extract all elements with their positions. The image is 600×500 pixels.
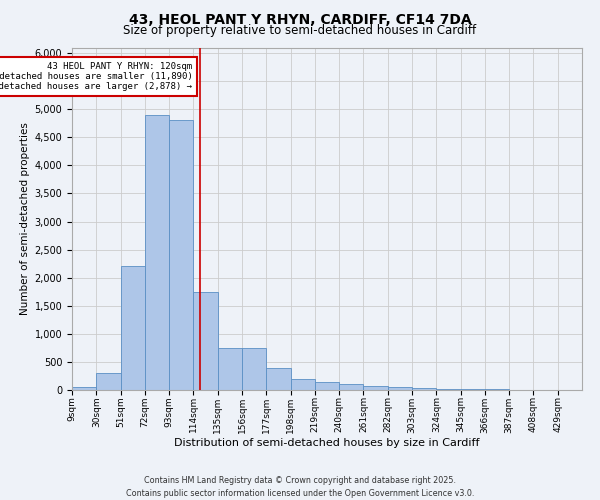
- Bar: [218, 348, 242, 390]
- Bar: [388, 387, 412, 390]
- Bar: [96, 372, 121, 390]
- Y-axis label: Number of semi-detached properties: Number of semi-detached properties: [20, 122, 30, 315]
- Bar: [145, 115, 169, 390]
- Text: 43 HEOL PANT Y RHYN: 120sqm
← 81% of semi-detached houses are smaller (11,890)
1: 43 HEOL PANT Y RHYN: 120sqm ← 81% of sem…: [0, 62, 192, 92]
- Bar: [266, 368, 290, 390]
- X-axis label: Distribution of semi-detached houses by size in Cardiff: Distribution of semi-detached houses by …: [174, 438, 480, 448]
- Bar: [72, 387, 96, 390]
- Bar: [315, 382, 339, 390]
- Bar: [412, 388, 436, 390]
- Text: Size of property relative to semi-detached houses in Cardiff: Size of property relative to semi-detach…: [124, 24, 476, 37]
- Bar: [290, 379, 315, 390]
- Bar: [121, 266, 145, 390]
- Bar: [242, 348, 266, 390]
- Text: 43, HEOL PANT Y RHYN, CARDIFF, CF14 7DA: 43, HEOL PANT Y RHYN, CARDIFF, CF14 7DA: [128, 12, 472, 26]
- Bar: [339, 384, 364, 390]
- Bar: [461, 389, 485, 390]
- Bar: [169, 120, 193, 390]
- Bar: [364, 386, 388, 390]
- Text: Contains HM Land Registry data © Crown copyright and database right 2025.
Contai: Contains HM Land Registry data © Crown c…: [126, 476, 474, 498]
- Bar: [193, 292, 218, 390]
- Bar: [436, 389, 461, 390]
